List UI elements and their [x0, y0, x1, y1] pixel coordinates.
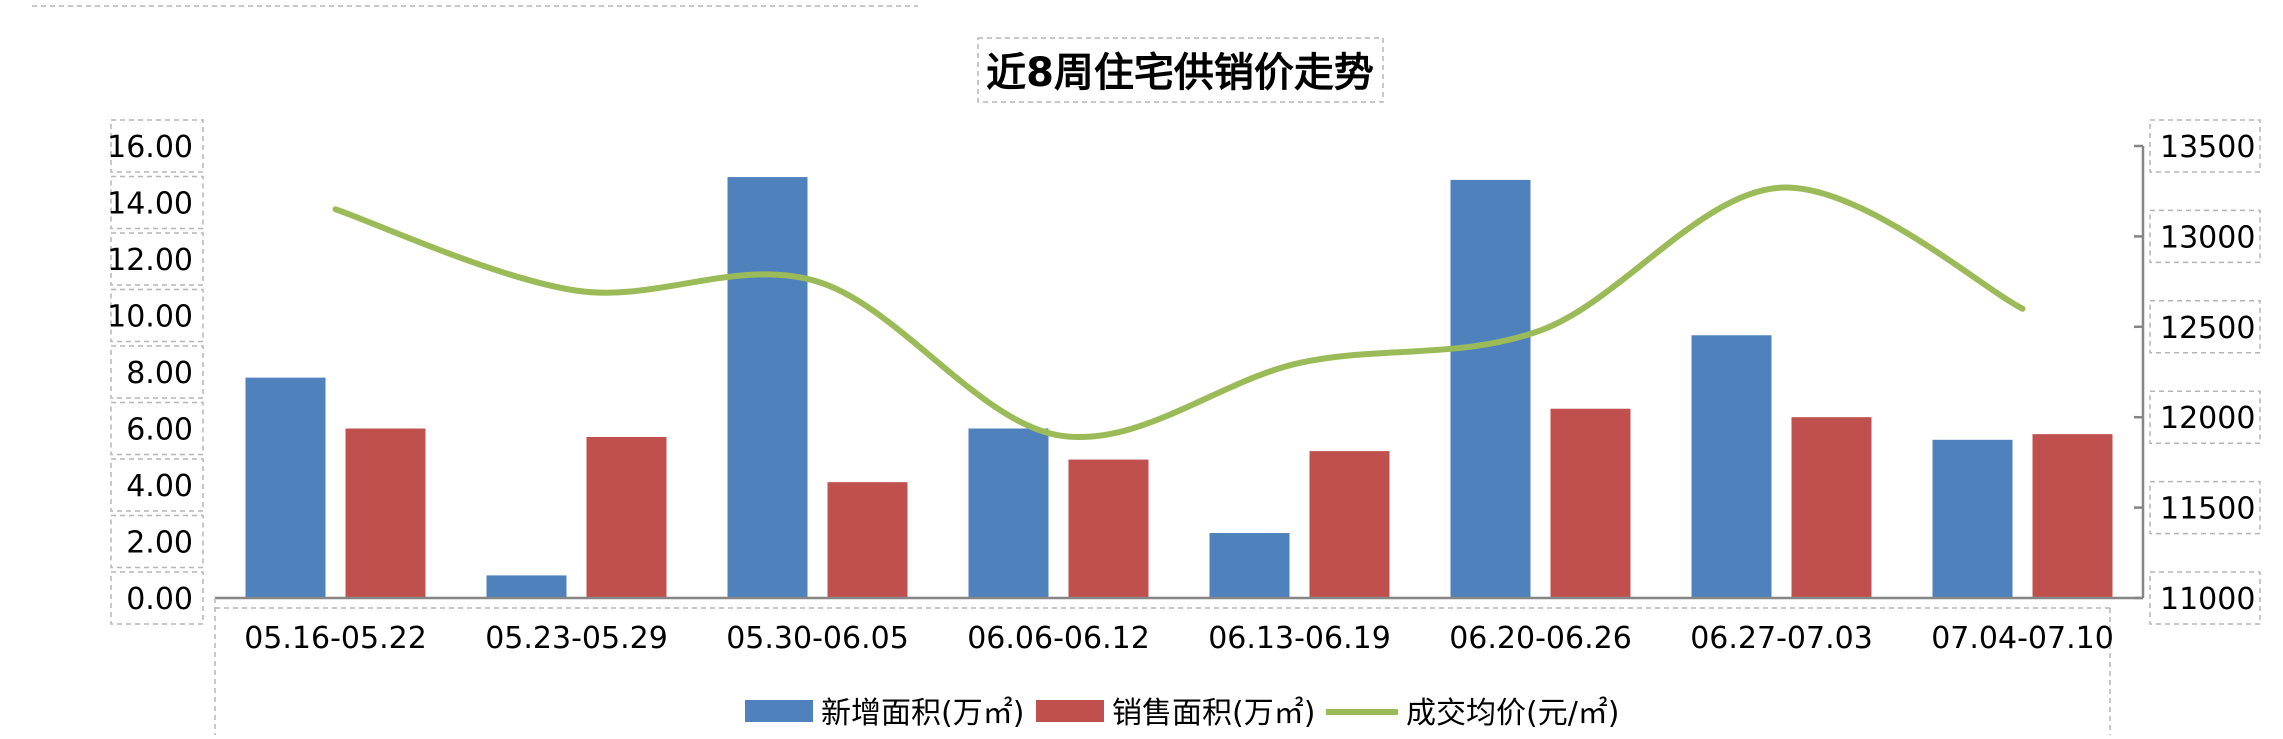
x-tick-label: 06.27-07.03	[1690, 621, 1873, 656]
bar-new-area	[486, 575, 567, 598]
right-tick-label: 12000	[2160, 401, 2255, 436]
bar-new-area	[968, 428, 1049, 598]
left-tick-label: 6.00	[126, 413, 193, 448]
legend-swatch-sold-area	[1036, 700, 1104, 722]
left-y-axis: 0.00 2.00 4.00 6.00 8.00 10.00 12.00 14.00 16.00	[107, 119, 204, 625]
right-tick-box	[2149, 209, 2261, 264]
right-tick-label: 13000	[2160, 220, 2255, 255]
right-tick-box	[2149, 300, 2261, 354]
x-tick-label: 06.20-06.26	[1449, 621, 1632, 656]
avg-price-line	[332, 184, 2026, 440]
x-tick-label: 07.04-07.10	[1931, 621, 2114, 656]
left-tick-box	[110, 175, 204, 230]
bar-sold-area	[1550, 408, 1631, 598]
left-tick-label: 16.00	[107, 130, 193, 165]
right-tick-box	[2149, 480, 2261, 535]
bar-sold-area	[827, 482, 908, 598]
bar-sold-area	[1309, 451, 1390, 598]
left-tick-box	[110, 288, 204, 343]
x-tick-label: 06.13-06.19	[1208, 621, 1391, 656]
chart-title: 近8周住宅供销价走势	[986, 50, 1374, 96]
x-tick-label: 05.23-05.29	[485, 621, 668, 656]
bar-sold-area	[2032, 434, 2113, 598]
bar-new-area	[1450, 179, 1531, 598]
x-tick-label: 06.06-06.12	[967, 621, 1150, 656]
left-tick-label: 14.00	[107, 187, 193, 222]
right-tick-box	[2149, 119, 2261, 173]
right-tick-label: 11000	[2160, 582, 2255, 617]
bar-new-area	[1691, 335, 1772, 598]
left-tick-label: 4.00	[126, 469, 193, 504]
left-tick-label: 10.00	[107, 300, 193, 335]
right-tick-label: 11500	[2160, 492, 2255, 527]
bar-sold-area	[345, 428, 426, 598]
line-series-group	[332, 184, 2026, 440]
bar-series-group	[245, 177, 2113, 598]
bar-new-area	[245, 377, 326, 598]
left-tick-box	[110, 345, 204, 399]
legend-label: 销售面积(万㎡)	[1112, 696, 1315, 731]
left-tick-box	[110, 571, 204, 625]
bar-new-area	[1932, 439, 2013, 598]
left-tick-box	[110, 514, 204, 569]
left-tick-label: 0.00	[126, 582, 193, 617]
bar-sold-area	[1068, 459, 1149, 598]
left-tick-label: 2.00	[126, 526, 193, 561]
right-tick-label: 13500	[2160, 130, 2255, 165]
legend: 新增面积(万㎡) 销售面积(万㎡) 成交均价(元/㎡)	[745, 696, 1620, 731]
left-tick-label: 8.00	[126, 356, 193, 391]
chart-title-box	[977, 37, 1384, 103]
left-tick-box	[110, 458, 204, 512]
right-tick-box	[2149, 571, 2261, 625]
right-tick-box	[2149, 390, 2261, 444]
bar-sold-area	[1791, 417, 1872, 598]
x-tick-label: 05.30-06.05	[726, 621, 909, 656]
left-tick-box	[110, 232, 204, 286]
x-axis: 05.16-05.22 05.23-05.29 05.30-06.05 06.06-0…	[214, 596, 2143, 735]
legend-swatch-new-area	[745, 700, 813, 722]
x-tick-label: 05.16-05.22	[244, 621, 427, 656]
right-tick-label: 12500	[2160, 311, 2255, 346]
bar-new-area	[727, 177, 808, 598]
bar-new-area	[1209, 533, 1290, 598]
left-tick-label: 12.00	[107, 243, 193, 278]
left-tick-box	[110, 401, 204, 456]
right-y-axis: 11000 11500 12000 12500 13000 13500	[2134, 119, 2261, 625]
legend-label: 成交均价(元/㎡)	[1406, 696, 1620, 731]
bar-sold-area	[586, 436, 667, 598]
legend-label: 新增面积(万㎡)	[821, 696, 1024, 731]
left-tick-box	[110, 119, 204, 173]
